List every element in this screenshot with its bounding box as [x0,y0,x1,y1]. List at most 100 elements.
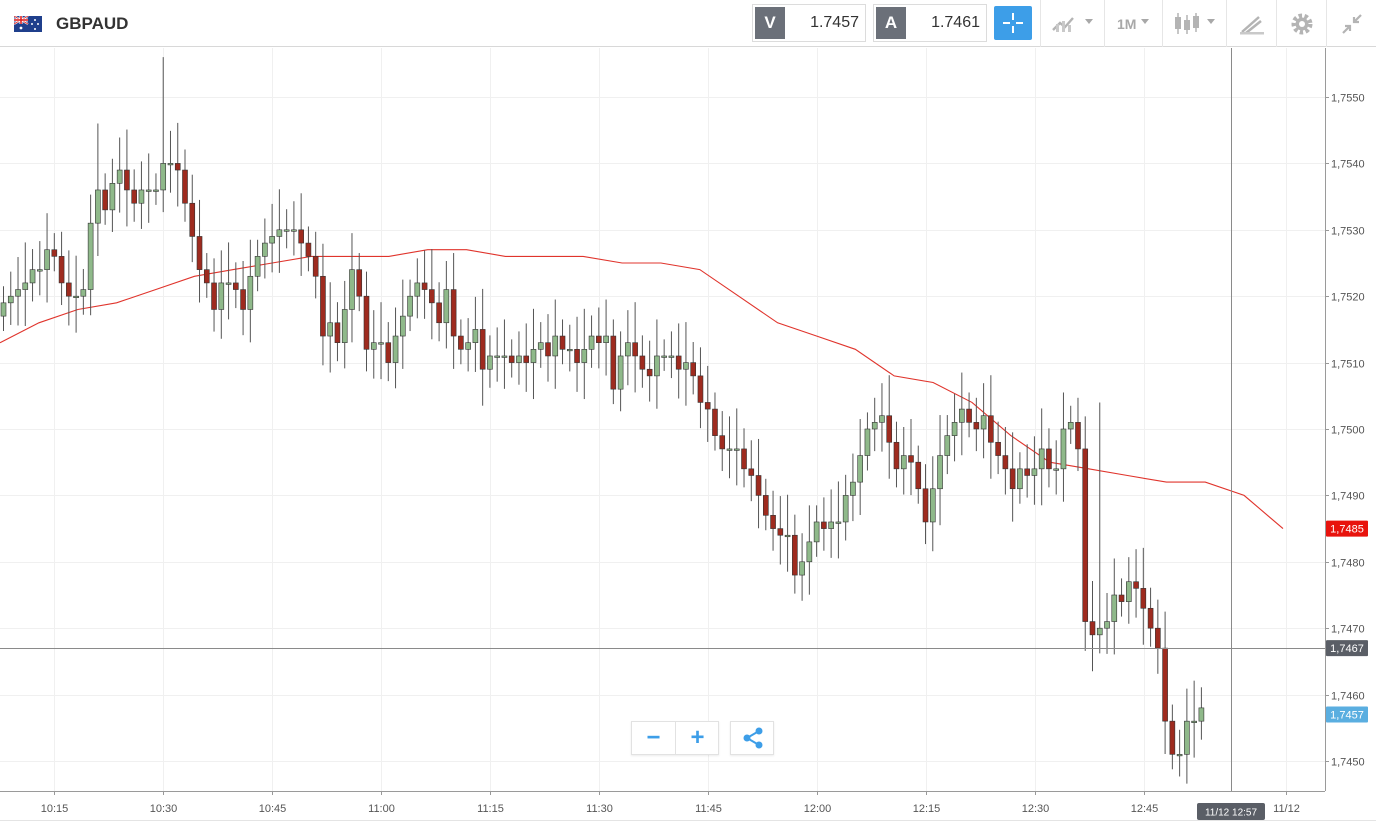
crosshair-price-label-text: 1,7467 [1330,643,1364,655]
candle-body [291,229,297,232]
candle-bearish [741,428,747,488]
candle-body [733,448,740,451]
candle-bullish [871,397,878,452]
candle-bullish [276,189,283,273]
candle-body [494,355,500,358]
y-tick-label: 1,7450 [1331,757,1365,769]
candle-body [247,275,254,310]
candle-bullish [399,279,406,369]
candle-bullish [661,339,667,371]
candle-bullish [929,456,936,552]
candle-body [639,355,646,370]
candle-bullish [799,533,805,601]
zoom-out-button[interactable]: − [632,722,676,754]
candle-body [879,415,885,423]
y-tick-label: 1,7540 [1331,159,1365,171]
drawing-tools-button[interactable] [1226,0,1276,47]
candle-bullish [842,474,849,541]
candle-bullish [392,307,399,389]
candle-body [131,189,137,204]
candle-bearish [298,193,304,276]
candle-body [661,355,667,358]
candle-bearish [777,496,784,565]
candle-bearish [356,253,363,312]
candle-body [581,349,588,363]
candle-bearish [748,440,755,502]
indicators-button[interactable] [1040,0,1104,47]
candle-body [7,295,14,304]
candle-bullish [1017,452,1023,504]
candle-bullish [443,261,450,349]
candle-bullish [1096,402,1103,654]
candle-bearish [988,375,994,479]
candle-body [719,435,726,450]
candle-body [269,236,275,244]
y-tick-label: 1,7480 [1331,558,1365,570]
candle-bearish [458,319,464,365]
candle-bullish [247,239,254,343]
candle-body [596,335,602,343]
candle-bullish [29,249,36,302]
candle-body [189,202,196,237]
candle-body [29,269,36,284]
candle-bullish [160,57,167,213]
sell-price-button[interactable]: V 1.7457 [752,4,866,42]
candle-body [683,362,689,370]
settings-button[interactable] [1276,0,1326,47]
candle-bullish [581,308,588,400]
candle-bearish [596,307,602,369]
timeframe-select[interactable]: 1M [1104,0,1162,47]
candle-bullish [494,327,500,382]
candle-bearish [610,319,617,405]
candle-bullish [835,481,842,559]
candle-bullish [153,173,159,205]
candle-bearish [320,243,326,366]
candle-bullish [784,494,791,572]
buy-price-button[interactable]: A 1.7461 [873,4,987,42]
candle-body [370,342,377,350]
candle-body [479,329,486,370]
candle-bullish [44,213,50,303]
candle-bullish [327,282,334,373]
candle-body [792,534,798,576]
candle-body [675,355,682,370]
indicators-icon [1052,17,1074,32]
collapse-button[interactable] [1326,0,1376,47]
current-price-label-bg [1326,706,1368,723]
candle-bullish [857,419,863,515]
timeframe-label: 1M [1117,16,1137,32]
candle-bearish [893,421,900,488]
candle-bullish [465,318,471,372]
candle-body [66,282,72,297]
candle-bearish [1089,581,1096,672]
candle-bearish [1024,444,1030,498]
share-button[interactable] [730,721,774,755]
candle-body [726,448,733,451]
candle-bullish [900,427,907,495]
candle-body [516,355,522,363]
zoom-in-button[interactable]: + [690,724,705,751]
chart-axes: 1,7550 1,7540 1,7530 1,7520 1,7510 1,7500 1,74… [0,48,1376,821]
candle-body [87,222,94,290]
chevron-down-icon [1207,19,1215,24]
candle-body [617,355,624,390]
candle-body [124,169,130,191]
crosshair-time-label-bg [1197,803,1265,820]
candle-bullish [487,335,493,388]
candle-body [922,488,929,523]
candle-bearish [523,323,530,392]
price-chart[interactable]: 1,7550 1,7540 1,7530 1,7520 1,7510 1,7500 1,74… [0,48,1376,825]
x-tick-label: 12:15 [913,803,941,815]
candle-body [138,189,145,204]
candle-body [1198,707,1205,722]
chart-type-button[interactable] [1162,0,1226,47]
candle-body [871,422,878,430]
candle-body [1082,448,1089,622]
candle-bearish [1147,587,1154,647]
candle-body [1176,754,1183,757]
candle-body [1104,621,1110,629]
candle-bullish [625,310,631,386]
candle-bearish [233,262,239,309]
y-tick-label: 1,7470 [1331,624,1365,636]
crosshair-button[interactable] [994,6,1032,40]
